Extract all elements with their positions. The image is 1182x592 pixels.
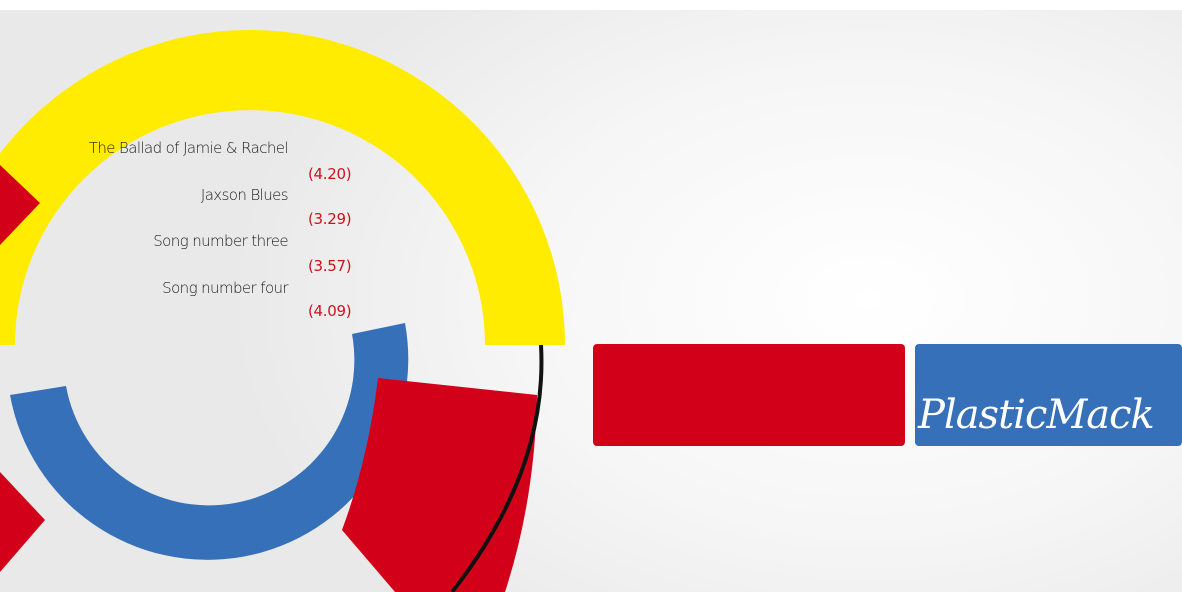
song-duration: (3.57): [308, 257, 351, 275]
song-duration: (3.29): [308, 210, 351, 228]
song-title: Jaxson Blues: [201, 186, 288, 204]
page: The Ballad of Jamie & Rachel (4.20) Jaxs…: [0, 0, 1182, 592]
top-mask: [0, 0, 1182, 10]
brand-logo: PlasticMack: [918, 392, 1154, 438]
song-duration: (4.20): [308, 165, 351, 183]
song-title: Song number four: [162, 279, 288, 297]
red-triangle: [0, 472, 45, 572]
song-title: The Ballad of Jamie & Rachel: [89, 139, 288, 157]
red-block: [593, 344, 905, 446]
song-title: Song number three: [153, 232, 288, 250]
song-duration: (4.09): [308, 302, 351, 320]
